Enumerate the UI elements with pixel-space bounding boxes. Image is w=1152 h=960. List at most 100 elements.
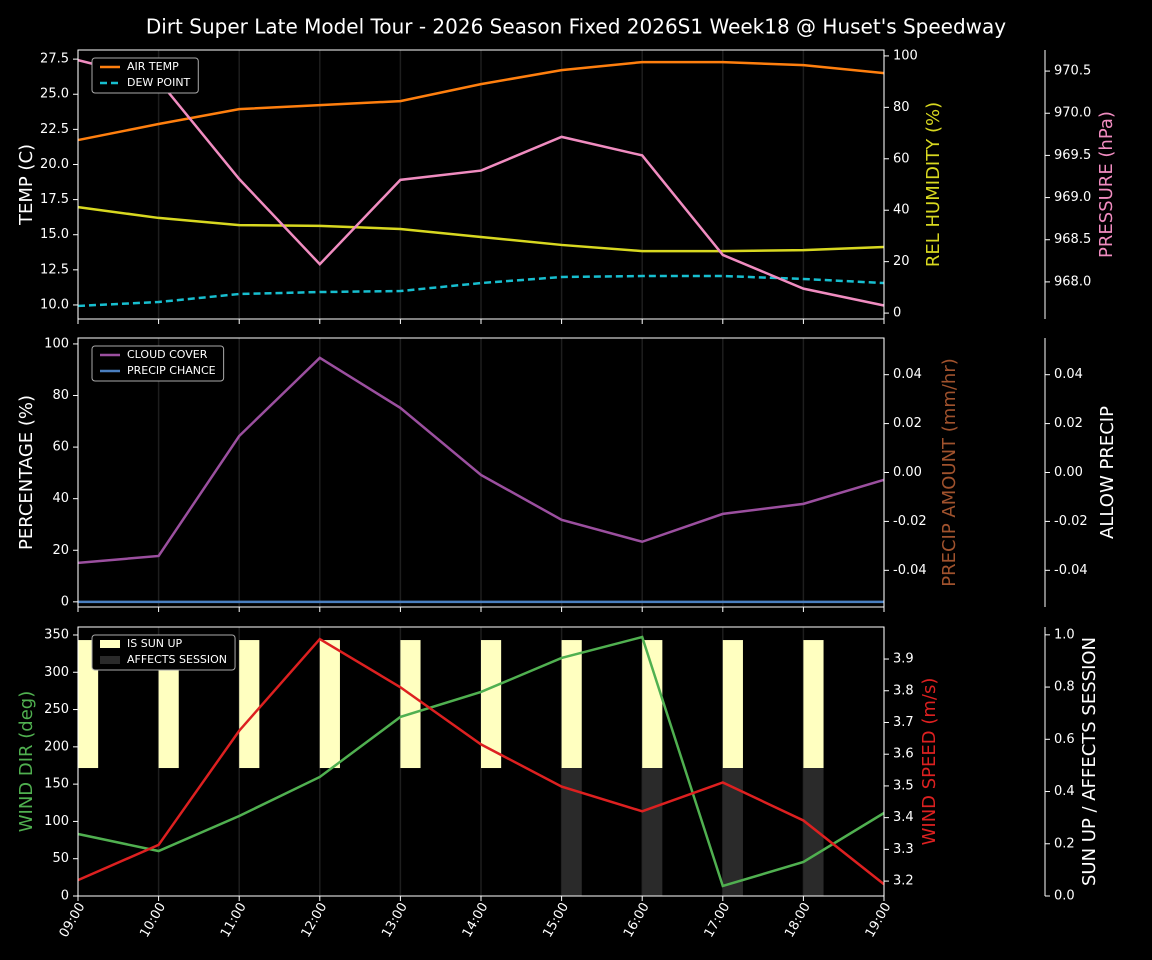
y-tick-label: 3.3 — [893, 842, 914, 857]
y-tick-label: 50 — [52, 851, 69, 866]
y-tick-label: 3.9 — [893, 652, 914, 667]
legend: CLOUD COVER PRECIP CHANCE — [91, 345, 225, 382]
y-tick-label: 12.5 — [40, 262, 69, 277]
y-tick-label: 0.00 — [1054, 465, 1083, 480]
legend-label: DEW POINT — [127, 76, 191, 89]
legend-label: IS SUN UP — [127, 637, 183, 650]
y-tick-label: 1.0 — [1054, 627, 1075, 642]
bar — [722, 640, 743, 769]
y-tick-label: 0.04 — [893, 367, 922, 382]
legend-label: AFFECTS SESSION — [127, 653, 227, 666]
legend-swatch — [100, 640, 120, 648]
axis-label: ALLOW PRECIP — [1097, 406, 1118, 539]
axis-label: PRESSURE (hPa) — [1096, 111, 1117, 258]
y-tick-label: -0.04 — [893, 563, 927, 578]
bar — [481, 640, 502, 769]
y-tick-label: -0.02 — [893, 514, 927, 529]
bar — [319, 640, 340, 769]
y-tick-label: 100 — [44, 814, 69, 829]
legend: IS SUN UP AFFECTS SESSION — [91, 634, 236, 671]
y-tick-label: 3.4 — [893, 810, 914, 825]
y-tick-label: 0.8 — [1054, 680, 1075, 695]
series-line — [77, 58, 885, 307]
y-tick-label: 200 — [44, 739, 69, 754]
axis-label: PRECIP AMOUNT (mm/hr) — [939, 358, 960, 587]
y-tick-label: 970.0 — [1054, 106, 1091, 121]
legend-box — [91, 345, 225, 382]
y-tick-label: 0 — [61, 594, 69, 609]
chart-title: Dirt Super Late Model Tour - 2026 Season… — [146, 15, 1006, 39]
y-tick-label: 0.2 — [1054, 836, 1075, 851]
y-tick-label: -0.04 — [1054, 563, 1088, 578]
legend-swatch — [100, 656, 120, 664]
y-tick-label: 0.02 — [1054, 416, 1083, 431]
bar — [561, 640, 582, 769]
y-tick-label: 60 — [52, 440, 69, 455]
bar — [722, 768, 743, 896]
y-tick-label: 300 — [44, 665, 69, 680]
y-tick-label: 0.6 — [1054, 732, 1075, 747]
series-line — [77, 635, 885, 888]
y-tick-label: 3.7 — [893, 715, 914, 730]
bar — [642, 768, 663, 896]
legend-label: PRECIP CHANCE — [127, 364, 216, 377]
y-tick-label: 80 — [52, 388, 69, 403]
legend-label: AIR TEMP — [127, 60, 179, 73]
y-tick-label: 3.6 — [893, 747, 914, 762]
y-tick-label: 3.5 — [893, 778, 914, 793]
y-tick-label: 40 — [52, 491, 69, 506]
series-line — [77, 60, 885, 142]
legend-label: CLOUD COVER — [127, 348, 208, 361]
y-tick-label: 0 — [893, 306, 901, 321]
y-tick-label: 0.02 — [893, 416, 922, 431]
axis-label: WIND DIR (deg) — [16, 691, 37, 833]
y-tick-label: 969.0 — [1054, 190, 1091, 205]
bar — [400, 640, 421, 769]
y-tick-label: 0.4 — [1054, 784, 1075, 799]
y-tick-label: 0.00 — [893, 465, 922, 480]
bar — [239, 640, 260, 769]
axis-label: WIND SPEED (m/s) — [919, 678, 940, 846]
y-tick-label: 40 — [893, 203, 910, 218]
y-tick-label: 80 — [893, 100, 910, 115]
y-tick-label: 0 — [61, 889, 69, 904]
y-tick-label: 25.0 — [40, 87, 69, 102]
bar — [561, 768, 582, 896]
series-line — [77, 356, 885, 565]
series-line — [77, 205, 885, 253]
axis-label: REL HUMIDITY (%) — [923, 102, 944, 267]
y-tick-label: 27.5 — [40, 52, 69, 67]
bar — [642, 640, 663, 769]
y-tick-label: 100 — [893, 48, 918, 63]
y-tick-label: -0.02 — [1054, 514, 1088, 529]
series-line — [77, 637, 885, 886]
y-tick-label: 20 — [52, 543, 69, 558]
bar — [803, 768, 824, 896]
y-tick-label: 17.5 — [40, 192, 69, 207]
y-tick-label: 969.5 — [1054, 148, 1091, 163]
y-tick-label: 0.0 — [1054, 889, 1075, 904]
y-tick-label: 3.2 — [893, 874, 914, 889]
series-line — [77, 274, 885, 308]
y-tick-label: 968.5 — [1054, 232, 1091, 247]
y-tick-label: 60 — [893, 151, 910, 166]
y-tick-label: 250 — [44, 702, 69, 717]
bar — [158, 640, 179, 769]
axis-label: SUN UP / AFFECTS SESSION — [1079, 637, 1100, 886]
legend: AIR TEMP DEW POINT — [91, 57, 199, 94]
y-tick-label: 968.0 — [1054, 274, 1091, 289]
y-tick-label: 20.0 — [40, 157, 69, 172]
axis-label: TEMP (C) — [16, 144, 37, 226]
bar — [803, 640, 824, 769]
y-tick-label: 10.0 — [40, 297, 69, 312]
y-tick-label: 20 — [893, 254, 910, 269]
axis-label: PERCENTAGE (%) — [16, 395, 37, 550]
y-tick-label: 22.5 — [40, 122, 69, 137]
y-tick-label: 100 — [44, 336, 69, 351]
bar — [78, 640, 99, 769]
y-tick-label: 970.5 — [1054, 64, 1091, 79]
y-tick-label: 350 — [44, 627, 69, 642]
y-tick-label: 150 — [44, 777, 69, 792]
y-tick-label: 15.0 — [40, 227, 69, 242]
